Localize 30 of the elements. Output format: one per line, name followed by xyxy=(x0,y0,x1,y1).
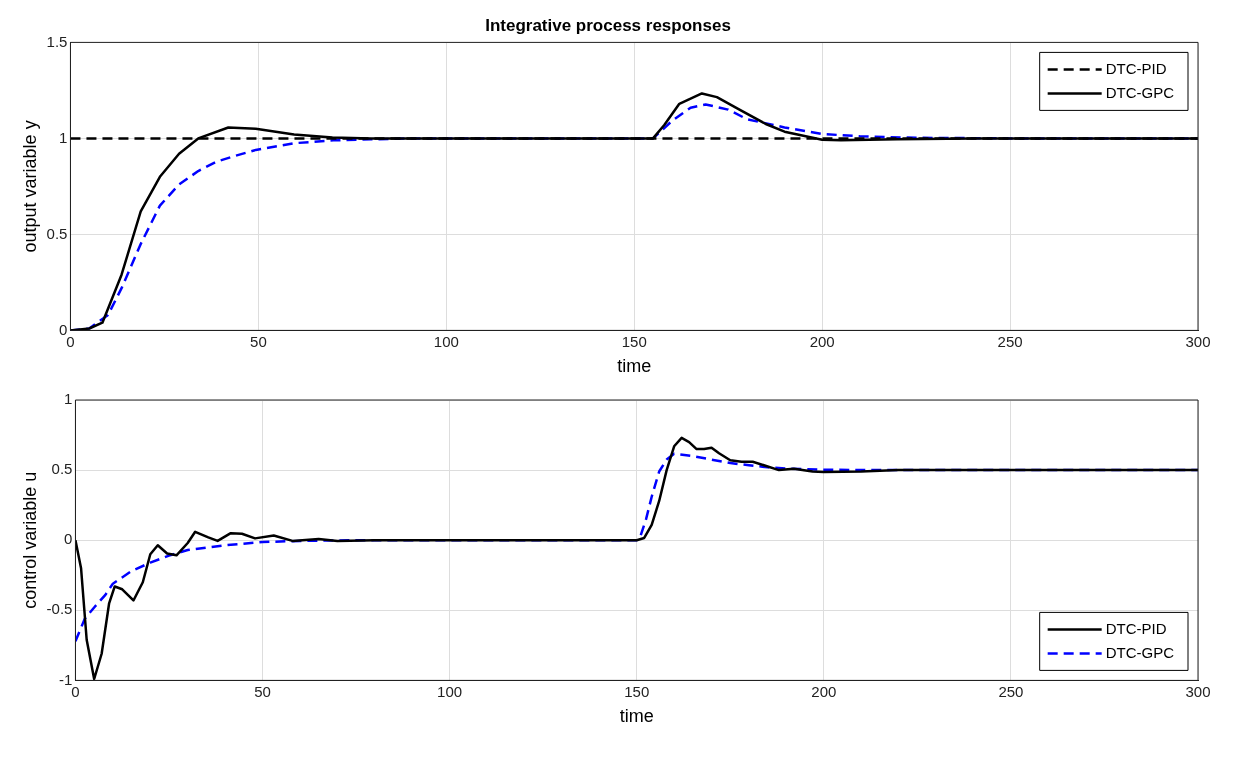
x-tick-label: 100 xyxy=(433,332,459,350)
y-axis-title: control variable u xyxy=(19,471,40,609)
x-tick-label: 150 xyxy=(624,682,650,700)
legend-label: DTC-GPC xyxy=(1105,643,1175,661)
y-tick-label: 0.5 xyxy=(51,460,73,478)
x-tick-label: 100 xyxy=(437,682,463,700)
legend-label: DTC-GPC xyxy=(1105,83,1175,101)
x-tick-label: 200 xyxy=(811,682,837,700)
y-tick-label: 0 xyxy=(59,320,68,338)
x-tick-label: 250 xyxy=(997,332,1023,350)
legend-label: DTC-PID xyxy=(1105,619,1167,637)
x-axis-title: time xyxy=(617,356,652,377)
x-tick-label: 300 xyxy=(1185,332,1211,350)
y-tick-label: -1 xyxy=(59,670,73,688)
y-tick-label: 0 xyxy=(64,530,73,548)
x-tick-label: 250 xyxy=(998,682,1024,700)
x-tick-label: 200 xyxy=(809,332,835,350)
x-tick-label: 50 xyxy=(254,682,271,700)
x-axis-title: time xyxy=(619,706,654,727)
x-tick-label: 300 xyxy=(1185,682,1211,700)
legend-label: DTC-PID xyxy=(1105,59,1167,77)
x-tick-label: 150 xyxy=(621,332,647,350)
chart-title: Integrative process responses xyxy=(485,15,731,35)
y-tick-label: 1 xyxy=(64,390,73,408)
x-tick-label: 50 xyxy=(250,332,267,350)
y-axis-title: output variable y xyxy=(19,120,40,253)
y-tick-label: 1 xyxy=(59,128,68,146)
y-tick-label: 0.5 xyxy=(46,224,68,242)
y-tick-label: -0.5 xyxy=(46,600,73,618)
y-tick-label: 1.5 xyxy=(46,32,68,50)
